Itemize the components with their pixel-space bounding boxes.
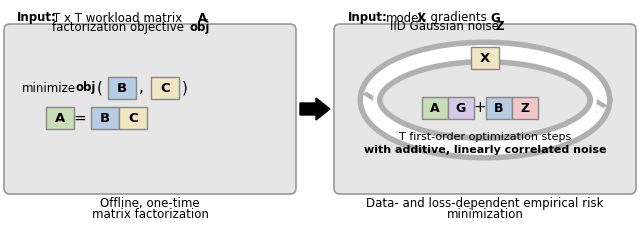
Text: (: ( [97, 80, 103, 96]
Text: C: C [128, 112, 138, 124]
Text: G: G [456, 102, 466, 114]
Text: +: + [474, 100, 486, 116]
Text: ,: , [204, 11, 208, 24]
Text: X: X [480, 51, 490, 65]
Text: G: G [490, 11, 500, 24]
Text: obj: obj [190, 21, 211, 34]
Text: Z: Z [520, 102, 529, 114]
FancyBboxPatch shape [486, 97, 512, 119]
FancyArrow shape [300, 98, 330, 120]
Text: ): ) [182, 80, 188, 96]
Text: =: = [74, 110, 86, 126]
Text: T x T workload matrix: T x T workload matrix [53, 11, 182, 24]
Text: B: B [100, 112, 110, 124]
FancyBboxPatch shape [108, 77, 136, 99]
FancyBboxPatch shape [512, 97, 538, 119]
Text: minimize: minimize [22, 82, 76, 95]
Text: matrix factorization: matrix factorization [92, 209, 209, 222]
Text: ,: , [496, 11, 500, 24]
Text: T first-order optimization steps: T first-order optimization steps [399, 132, 571, 142]
Text: B: B [117, 82, 127, 95]
FancyBboxPatch shape [334, 24, 636, 194]
Text: A: A [55, 112, 65, 124]
FancyBboxPatch shape [91, 107, 119, 129]
Text: factorization objective: factorization objective [52, 21, 184, 34]
FancyBboxPatch shape [448, 97, 474, 119]
Text: with additive, linearly correlated noise: with additive, linearly correlated noise [364, 145, 606, 155]
FancyBboxPatch shape [119, 107, 147, 129]
Text: model: model [386, 11, 423, 24]
Text: Input:: Input: [17, 11, 57, 24]
Text: minimization: minimization [447, 209, 524, 222]
Text: Data- and loss-dependent empirical risk: Data- and loss-dependent empirical risk [366, 196, 604, 209]
Text: C: C [160, 82, 170, 95]
Text: X: X [417, 11, 426, 24]
Text: IID Gaussian noise: IID Gaussian noise [390, 21, 499, 34]
Text: ,: , [139, 80, 144, 96]
FancyBboxPatch shape [422, 97, 448, 119]
FancyBboxPatch shape [4, 24, 296, 194]
FancyBboxPatch shape [471, 47, 499, 69]
Text: Offline, one-time: Offline, one-time [100, 196, 200, 209]
Text: A: A [198, 11, 207, 24]
Text: obj: obj [75, 82, 95, 95]
Text: Input:: Input: [348, 11, 388, 24]
FancyBboxPatch shape [46, 107, 74, 129]
Text: , gradients: , gradients [423, 11, 487, 24]
FancyBboxPatch shape [151, 77, 179, 99]
Text: Z: Z [495, 21, 504, 34]
Text: B: B [494, 102, 504, 114]
Text: A: A [430, 102, 440, 114]
